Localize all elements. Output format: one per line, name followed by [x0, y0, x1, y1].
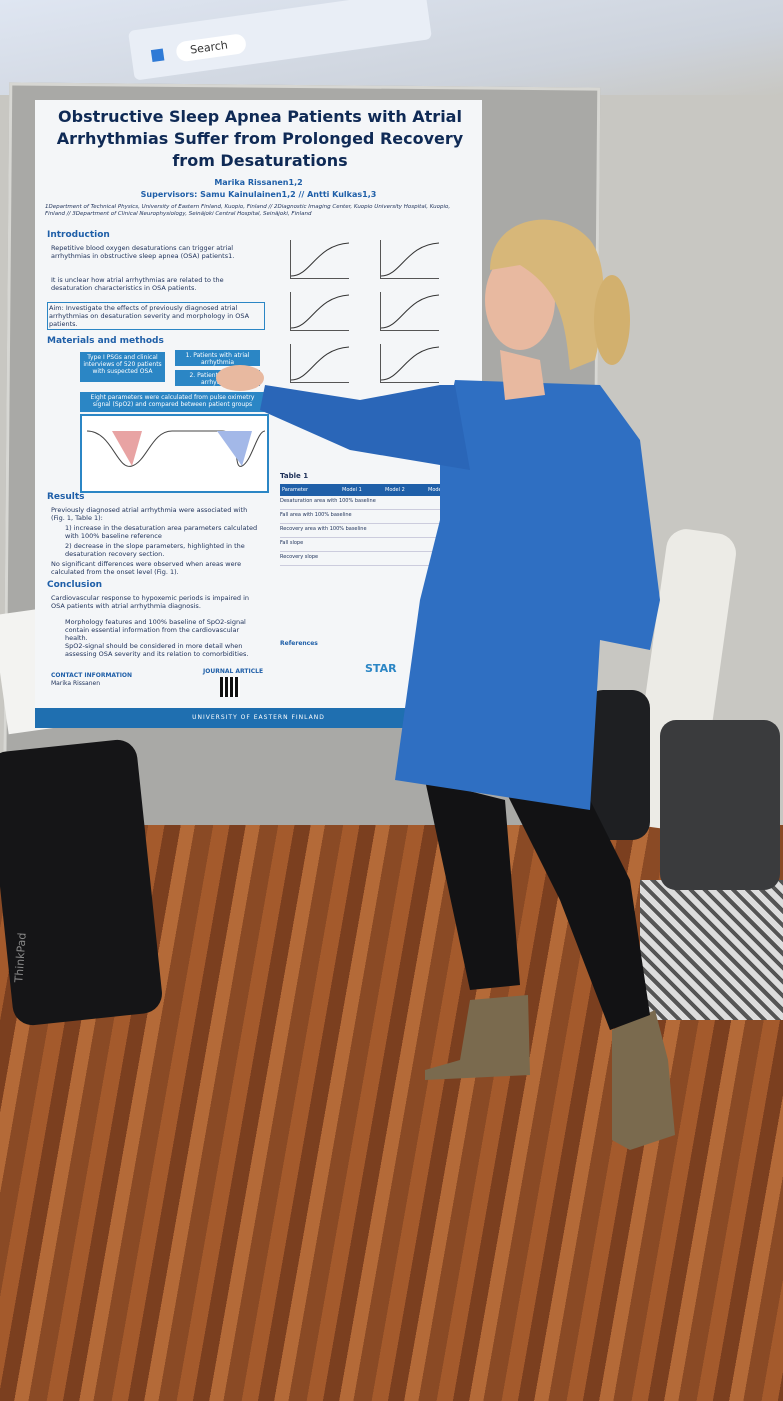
method-box: Type I PSGs and clinical interviews of 5…	[80, 352, 165, 382]
boot	[612, 1010, 675, 1150]
col-head: Model 2	[385, 487, 405, 493]
col-head: Parameter	[282, 487, 309, 493]
poster-footer: UNIVERSITY OF EASTERN FINLAND	[35, 708, 482, 728]
bullet: Cardiovascular response to hypoxemic per…	[51, 594, 250, 610]
contact-heading: CONTACT INFORMATION	[51, 672, 133, 679]
section-heading: Introduction	[47, 230, 110, 240]
star-logo: STAR	[365, 662, 397, 675]
table-row: Desaturation area with 100% baseline	[280, 498, 445, 510]
table-row: Fall slope	[280, 540, 445, 552]
contact-name: Marika Rissanen	[51, 680, 101, 687]
crate	[640, 880, 783, 1020]
section-heading: Materials and methods	[47, 336, 164, 346]
method-box: Eight parameters were calculated from pu…	[80, 392, 265, 412]
bag	[660, 720, 780, 890]
bullet: Morphology features and 100% baseline of…	[65, 618, 246, 642]
hair	[490, 219, 604, 370]
section-heading: Results	[47, 492, 85, 502]
curve	[290, 242, 350, 277]
supervisors: Supervisors: Samu Kainulainen1,2 // Antt…	[140, 190, 377, 199]
dress	[395, 380, 660, 810]
bullet: 2) decrease in the slope parameters, hig…	[65, 542, 245, 558]
legs	[425, 780, 650, 1030]
col-head: Model 1	[342, 487, 362, 493]
neck	[500, 350, 545, 400]
table-row: Fall area with 100% baseline	[280, 512, 445, 524]
table-row: Recovery slope	[280, 554, 445, 566]
aim: Aim: Investigate the effects of previous…	[47, 302, 265, 330]
table-title: Table 1	[280, 472, 309, 480]
affiliations: 1Department of Technical Physics, Univer…	[45, 204, 451, 217]
results-table: Parameter Model 1 Model 2 Model 3 Desatu…	[280, 484, 470, 576]
bullet: Repetitive blood oxygen desaturations ca…	[51, 244, 235, 260]
curve	[290, 346, 350, 381]
curve	[380, 346, 440, 381]
curve-chart	[380, 344, 440, 383]
curve-chart	[290, 344, 350, 383]
qr-code	[220, 677, 240, 697]
references-heading: References	[280, 640, 318, 647]
journal-heading: JOURNAL ARTICLE	[203, 668, 264, 675]
table-header: Parameter Model 1 Model 2 Model 3	[280, 484, 470, 496]
curve-chart	[290, 292, 350, 331]
hand	[216, 365, 264, 391]
ponytail	[594, 275, 630, 365]
curve-chart	[290, 240, 350, 279]
curve-chart	[380, 292, 440, 331]
bullet: No significant differences were observed…	[51, 560, 242, 576]
curve-chart	[380, 240, 440, 279]
signal-figure	[80, 414, 269, 493]
boot	[425, 995, 530, 1080]
bullet: It is unclear how atrial arrhythmias are…	[51, 276, 224, 292]
curve	[290, 294, 350, 329]
col-head: Model 3	[428, 487, 448, 493]
poster-title: Obstructive Sleep Apnea Patients with At…	[56, 107, 464, 170]
author: Marika Rissanen1,2	[214, 178, 303, 187]
section-heading: Conclusion	[47, 580, 103, 590]
sleeve	[260, 385, 470, 470]
curve	[380, 294, 440, 329]
bullet: SpO2-signal should be considered in more…	[65, 642, 249, 658]
signal-plot	[86, 430, 266, 467]
method-box: 1. Patients with atrial arrhythmia	[175, 350, 260, 366]
curve	[380, 242, 440, 277]
bullet: 1) increase in the desaturation area par…	[65, 524, 258, 540]
table-row: Recovery area with 100% baseline	[280, 526, 445, 538]
bullet: Previously diagnosed atrial arrhythmia w…	[51, 506, 248, 522]
